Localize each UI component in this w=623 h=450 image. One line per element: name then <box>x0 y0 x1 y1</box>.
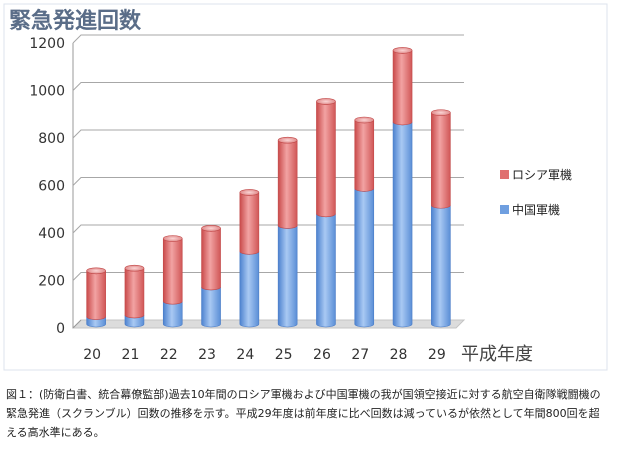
gridline <box>72 177 464 186</box>
gridline <box>72 224 464 234</box>
gridline <box>72 34 464 44</box>
x-tick-label: 25 <box>275 347 293 363</box>
bar-russia-27 <box>354 119 375 192</box>
y-tick-label: 1200 <box>29 36 65 52</box>
bar-russia-24 <box>239 192 260 255</box>
bar-china-22 <box>162 301 183 328</box>
legend-label-russia: ロシア軍機 <box>512 167 572 182</box>
caption-line: 緊急発進（スクランブル）回数の推移を示す。平成29年度は前年度に比べ回数は減って… <box>6 407 600 420</box>
x-axis-label: 平成年度 <box>461 344 533 365</box>
bar-cap-22 <box>162 235 183 242</box>
bar-china-26 <box>316 213 336 328</box>
y-tick-label: 400 <box>38 226 65 242</box>
y-tick-label: 1000 <box>29 84 65 100</box>
y-axis: 0 200 400 600 800 1000 1200 <box>29 36 65 337</box>
x-tick-label: 26 <box>313 347 331 363</box>
gridlines <box>72 34 464 329</box>
y-tick-label: 600 <box>38 179 65 195</box>
x-tick-label: 29 <box>428 347 446 363</box>
y-tick-label: 200 <box>38 274 65 290</box>
bar-china-25 <box>277 225 298 328</box>
bar-cap-28 <box>392 47 413 54</box>
bar-cap-26 <box>316 98 336 105</box>
x-axis: 20 21 22 23 24 25 26 27 28 29 <box>83 347 446 363</box>
caption-line: 図１：(防衛白書、統合幕僚監部)過去10年間のロシア軍機および中国軍機の我が国領… <box>6 388 601 401</box>
chart-title: 緊急発進回数 <box>9 8 142 34</box>
y-tick-label: 800 <box>38 131 65 147</box>
bar-china-29 <box>431 205 451 328</box>
bar-china-28 <box>392 121 413 328</box>
x-tick-label: 28 <box>390 347 408 363</box>
x-tick-label: 24 <box>236 347 254 363</box>
bar-russia-23 <box>201 228 221 291</box>
y-tick-label: 0 <box>56 321 65 337</box>
legend-swatch-russia <box>500 170 509 179</box>
legend: ロシア軍機 中国軍機 <box>500 167 572 217</box>
bar-russia-25 <box>277 140 298 229</box>
bar-cap-24 <box>239 189 260 196</box>
bar-china-23 <box>201 286 221 328</box>
bar-china-27 <box>354 188 375 328</box>
bar-russia-21 <box>124 268 145 319</box>
x-tick-label: 22 <box>160 347 178 363</box>
legend-label-china: 中国軍機 <box>512 202 560 217</box>
gridline <box>72 319 82 329</box>
x-tick-label: 20 <box>83 347 101 363</box>
bar-russia-28 <box>392 50 413 126</box>
caption-line: える高水準にある。 <box>6 426 105 439</box>
bar-cap-27 <box>354 116 375 124</box>
bars <box>86 47 451 328</box>
bar-russia-22 <box>162 238 183 305</box>
x-tick-label: 23 <box>198 347 216 363</box>
gridline <box>72 272 464 281</box>
bar-russia-20 <box>86 270 106 320</box>
legend-swatch-china <box>500 205 509 214</box>
bar-china-24 <box>239 251 260 328</box>
bar-cap-23 <box>201 224 221 232</box>
x-tick-label: 27 <box>351 347 369 363</box>
bar-russia-29 <box>431 112 451 209</box>
bar-russia-26 <box>316 101 336 218</box>
figure-caption: 図１：(防衛白書、統合幕僚監部)過去10年間のロシア軍機および中国軍機の我が国領… <box>6 385 616 442</box>
bar-cap-25 <box>277 136 298 144</box>
bar-cap-21 <box>124 264 145 272</box>
gridline <box>72 82 464 91</box>
bar-cap-20 <box>86 267 106 275</box>
bar-cap-29 <box>431 109 451 116</box>
gridline <box>72 129 464 139</box>
x-tick-label: 21 <box>122 347 140 363</box>
